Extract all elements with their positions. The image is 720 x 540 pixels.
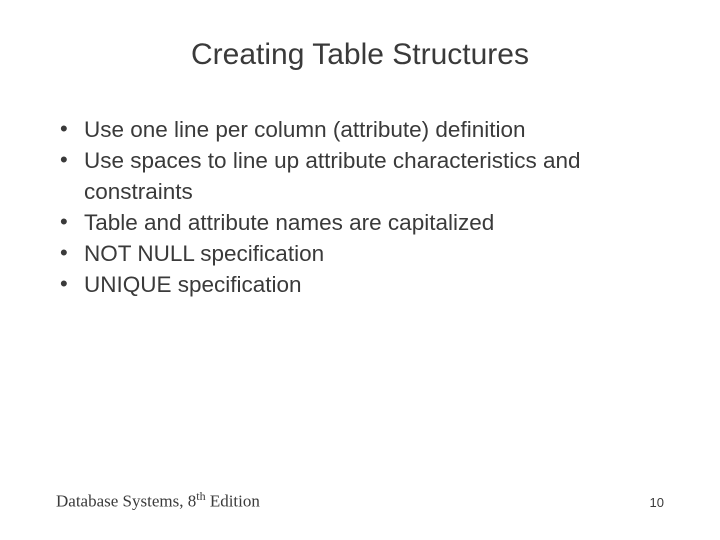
footer-source-ordinal: th xyxy=(196,489,205,503)
list-item: Use one line per column (attribute) defi… xyxy=(56,114,664,145)
bullet-list: Use one line per column (attribute) defi… xyxy=(0,114,720,300)
list-item: Use spaces to line up attribute characte… xyxy=(56,145,664,207)
list-item: Table and attribute names are capitalize… xyxy=(56,207,664,238)
footer-source: Database Systems, 8th Edition xyxy=(56,489,260,512)
slide-title: Creating Table Structures xyxy=(0,0,720,114)
list-item: NOT NULL specification xyxy=(56,238,664,269)
footer-source-prefix: Database Systems, 8 xyxy=(56,492,196,511)
slide-container: Creating Table Structures Use one line p… xyxy=(0,0,720,540)
footer-source-suffix: Edition xyxy=(206,492,260,511)
page-number: 10 xyxy=(650,495,664,510)
list-item: UNIQUE specification xyxy=(56,269,664,300)
slide-footer: Database Systems, 8th Edition 10 xyxy=(0,489,720,512)
